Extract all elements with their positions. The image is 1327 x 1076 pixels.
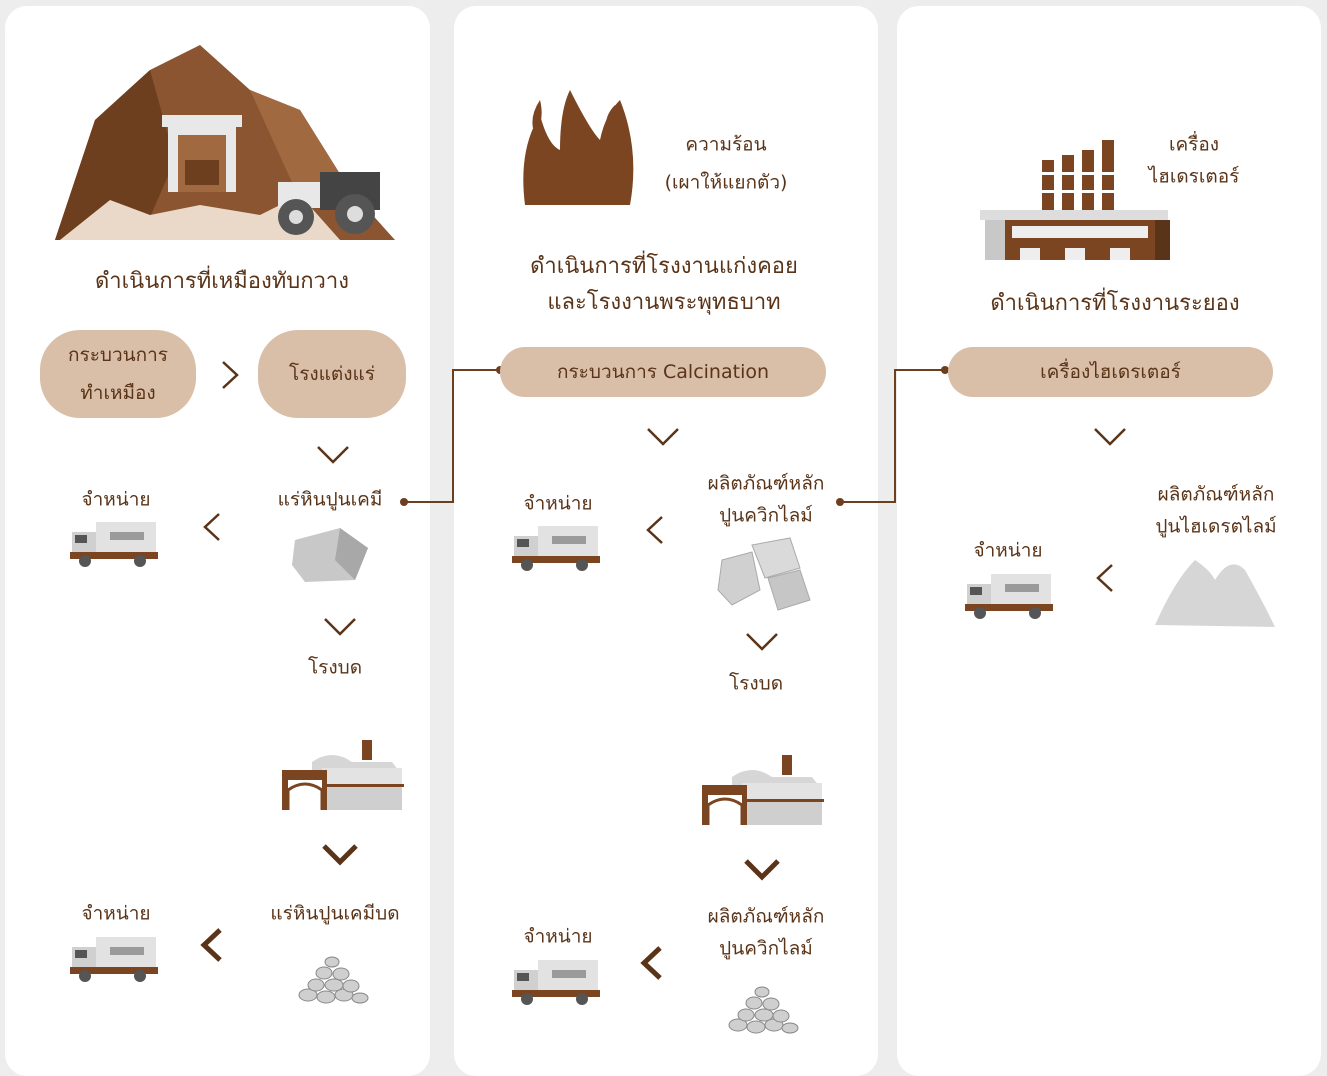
process-step: โรงแต่งแร่ (258, 330, 406, 418)
sell-label: จำหน่าย (81, 491, 150, 510)
icons (0, 0, 1327, 1062)
icon-label: ไฮเดรเตอร์ (1149, 168, 1240, 187)
page: ดำเนินการที่เหมืองทับกวาง กระบวนการ ทำเห… (0, 0, 1327, 1062)
title: ดำเนินการที่โรงงานระยอง (990, 293, 1239, 315)
product-label: ผลิตภัณฑ์หลัก (1158, 486, 1275, 505)
product-label: ปูนควิกไลม์ (719, 940, 813, 959)
process-text: โรงแต่งแร่ (289, 359, 375, 389)
sell-label: จำหน่าย (523, 495, 592, 514)
process-text: เครื่องไฮเดรเตอร์ (1040, 357, 1181, 387)
icon-label: ความร้อน (685, 136, 766, 155)
process-step: เครื่องไฮเดรเตอร์ (948, 347, 1273, 397)
product-label: ผลิตภัณฑ์หลัก (708, 475, 825, 494)
process-text: กระบวนการ Calcination (557, 357, 769, 387)
crush-label: โรงบด (729, 675, 783, 694)
sell-label: จำหน่าย (81, 905, 150, 924)
sell-label: จำหน่าย (973, 542, 1042, 561)
crush-label: โรงบด (308, 659, 362, 678)
process-step: กระบวนการ Calcination (500, 347, 826, 397)
product-label: แร่หินปูนเคมี (278, 491, 383, 510)
product-label: แร่หินปูนเคมีบด (270, 905, 399, 924)
process-step: กระบวนการ ทำเหมือง (40, 330, 196, 418)
title: และโรงงานพระพุทธบาท (547, 292, 780, 314)
sell-label: จำหน่าย (523, 928, 592, 947)
title: ดำเนินการที่โรงงานแก่งคอย (530, 256, 798, 278)
product-label: ผลิตภัณฑ์หลัก (708, 908, 825, 927)
title: ดำเนินการที่เหมืองทับกวาง (95, 271, 349, 293)
process-text: ทำเหมือง (80, 378, 155, 408)
icon-label: (เผาให้แยกตัว) (665, 174, 788, 193)
process-text: กระบวนการ (68, 340, 168, 370)
product-label: ปูนไฮเดรตไลม์ (1155, 518, 1276, 537)
product-label: ปูนควิกไลม์ (719, 507, 813, 526)
icon-label: เครื่อง (1169, 136, 1219, 155)
